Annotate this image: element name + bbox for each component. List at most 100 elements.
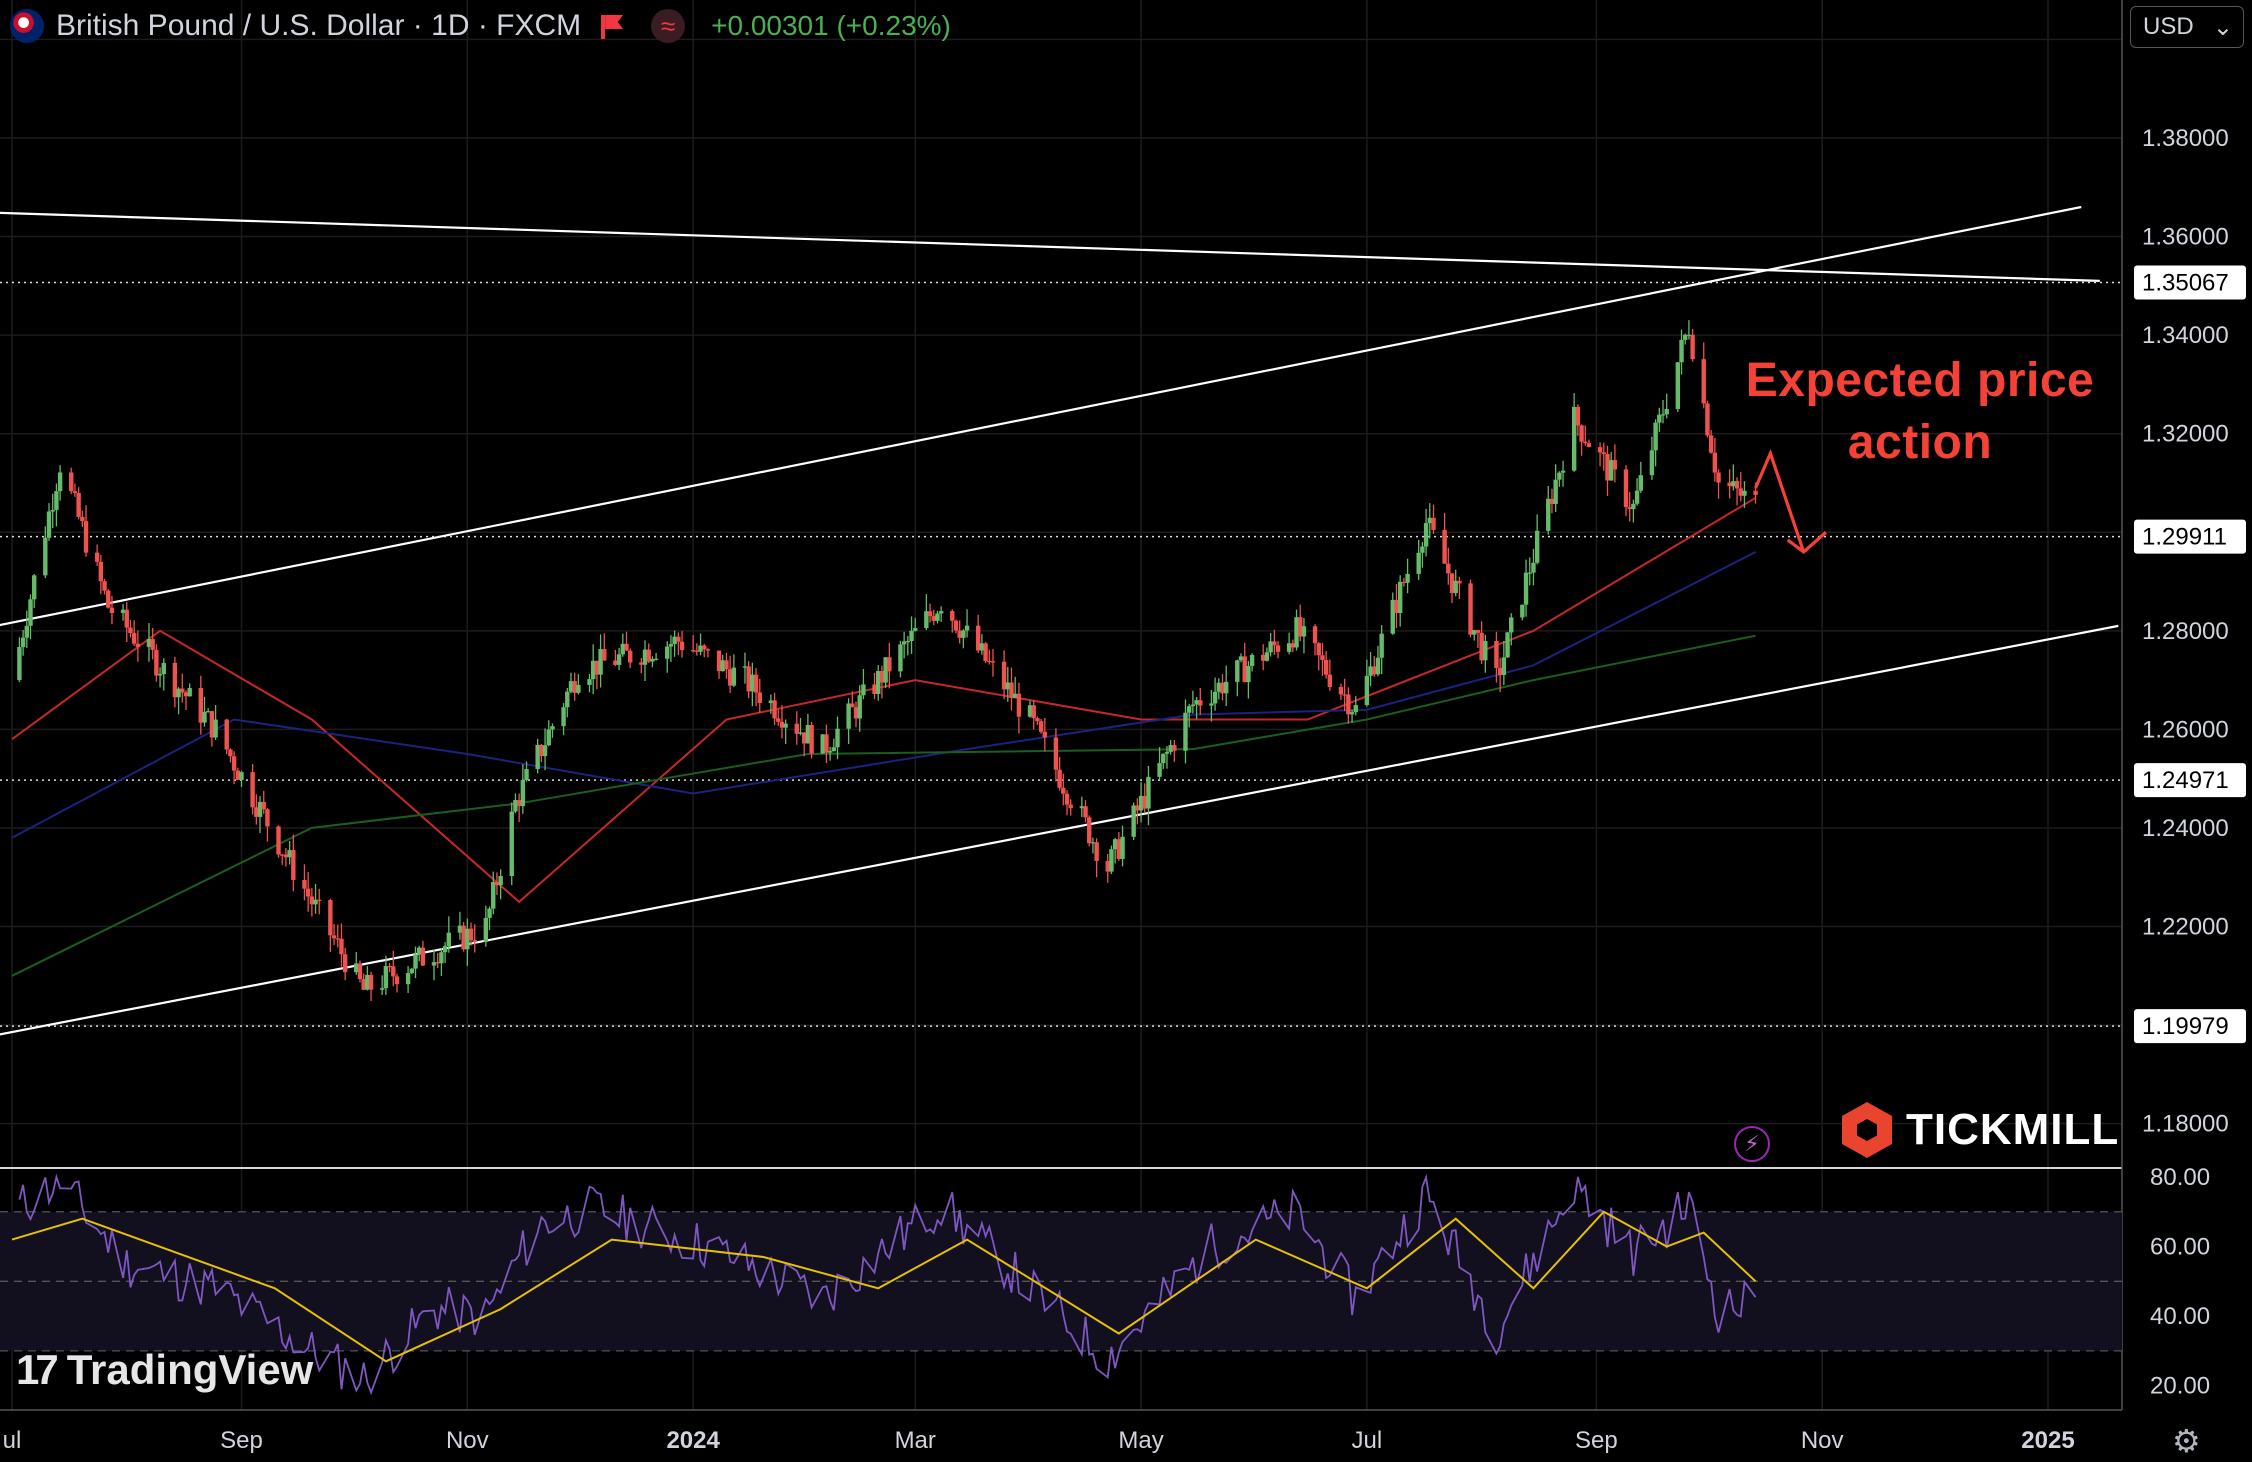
candle-body (1105, 860, 1110, 872)
candle-body (628, 650, 633, 663)
candle-body (1727, 482, 1732, 487)
candle-body (1627, 507, 1632, 510)
candle-body (535, 744, 540, 770)
candle-body (1623, 469, 1629, 508)
candle-body (498, 876, 503, 886)
candle-body (861, 684, 866, 696)
candle-body (1035, 718, 1040, 722)
candle-body (1112, 839, 1118, 850)
candle-body (1405, 573, 1410, 583)
candle-body (887, 657, 892, 672)
candle-body (1286, 643, 1292, 652)
candle-body (783, 723, 788, 728)
candle-body (1453, 580, 1458, 594)
candle-body (1312, 626, 1318, 644)
candle-body (1172, 745, 1177, 751)
candle-body (276, 826, 281, 855)
projection-arrowhead (1786, 531, 1827, 555)
candle-body (98, 561, 104, 582)
candle-body (150, 639, 155, 650)
candle-body (1675, 362, 1681, 410)
candle-body (1109, 849, 1114, 872)
candle-body (1027, 705, 1033, 717)
time-tick-label: Nov (1801, 1427, 1844, 1454)
candle-body (950, 611, 955, 621)
currency-selector[interactable]: USD ⌄ (2130, 6, 2244, 48)
candle-body (524, 769, 529, 781)
candle-body (405, 973, 411, 985)
candle-body (287, 850, 292, 858)
candle-body (328, 900, 333, 936)
candle-body (1064, 793, 1070, 805)
candle-body (302, 879, 307, 889)
candle-body (1186, 706, 1192, 713)
candle-body (1679, 339, 1684, 363)
annotation-line-2: action (1847, 416, 1993, 469)
candle-body (1061, 787, 1066, 794)
price-level-label: 1.24971 (2142, 767, 2229, 794)
candle-body (261, 801, 266, 810)
candle-body (94, 552, 100, 562)
candle-body (987, 660, 992, 663)
candle-body (1275, 645, 1281, 652)
tickmill-logo-icon (1842, 1102, 1892, 1158)
candle-body (1601, 452, 1606, 455)
candle-body (676, 636, 681, 642)
candle-body (1483, 641, 1488, 661)
candle-body (342, 954, 348, 973)
candle-body (1368, 666, 1373, 676)
candle-body (1364, 675, 1370, 706)
candle-body (1579, 425, 1584, 442)
candle-body (909, 630, 914, 642)
candle-body (590, 660, 596, 680)
candle-body (1716, 472, 1721, 483)
candle-body (753, 674, 759, 693)
candle-body (235, 770, 241, 780)
price-tick-label: 1.24000 (2142, 815, 2229, 842)
candle-body (850, 703, 855, 708)
candle-body (291, 850, 296, 880)
tradingview-logo-icon: 17 (16, 1346, 59, 1393)
time-tick-label: Nov (446, 1427, 489, 1454)
candle-body (1586, 443, 1592, 448)
candle-body (1664, 409, 1669, 415)
candle-body (1009, 682, 1014, 698)
candle-body (1738, 488, 1743, 496)
candle-body (983, 643, 988, 661)
candle-body (1198, 700, 1203, 706)
candle-body (516, 800, 522, 807)
candle-body (1057, 769, 1062, 788)
candle-body (365, 974, 370, 990)
candle-body (254, 807, 259, 817)
uk-flag-icon (10, 9, 44, 43)
currency-value: USD (2143, 13, 2194, 40)
candle-body (520, 780, 526, 807)
candle-body (1012, 693, 1018, 698)
candle-body (1242, 656, 1247, 683)
candle-body (420, 947, 426, 966)
candle-body (1342, 694, 1347, 696)
candle-body (898, 644, 903, 672)
candle-body (354, 963, 359, 973)
flag-marker-icon[interactable] (599, 15, 623, 39)
candle-body (768, 700, 774, 703)
candle-body (961, 630, 966, 638)
candle-body (1135, 805, 1140, 811)
candle-body (1571, 406, 1577, 471)
price-tick-label: 1.32000 (2142, 421, 2229, 448)
candle-body (1157, 763, 1162, 777)
candle-body (379, 988, 385, 990)
candle-body (1446, 563, 1451, 574)
candle-body (1553, 479, 1558, 504)
symbol-title[interactable]: British Pound / U.S. Dollar · 1D · FXCM (56, 9, 582, 42)
rsi-line (18, 1173, 1757, 1396)
lightning-icon[interactable]: ⚡ (1734, 1126, 1770, 1162)
candle-body (431, 962, 437, 966)
candle-body (1734, 481, 1740, 489)
wave-icon[interactable]: ≈ (651, 9, 686, 43)
candle-body (383, 966, 389, 989)
candle-body (938, 611, 944, 614)
candle-body (1301, 626, 1307, 637)
gear-icon[interactable]: ⚙ (2172, 1423, 2201, 1459)
